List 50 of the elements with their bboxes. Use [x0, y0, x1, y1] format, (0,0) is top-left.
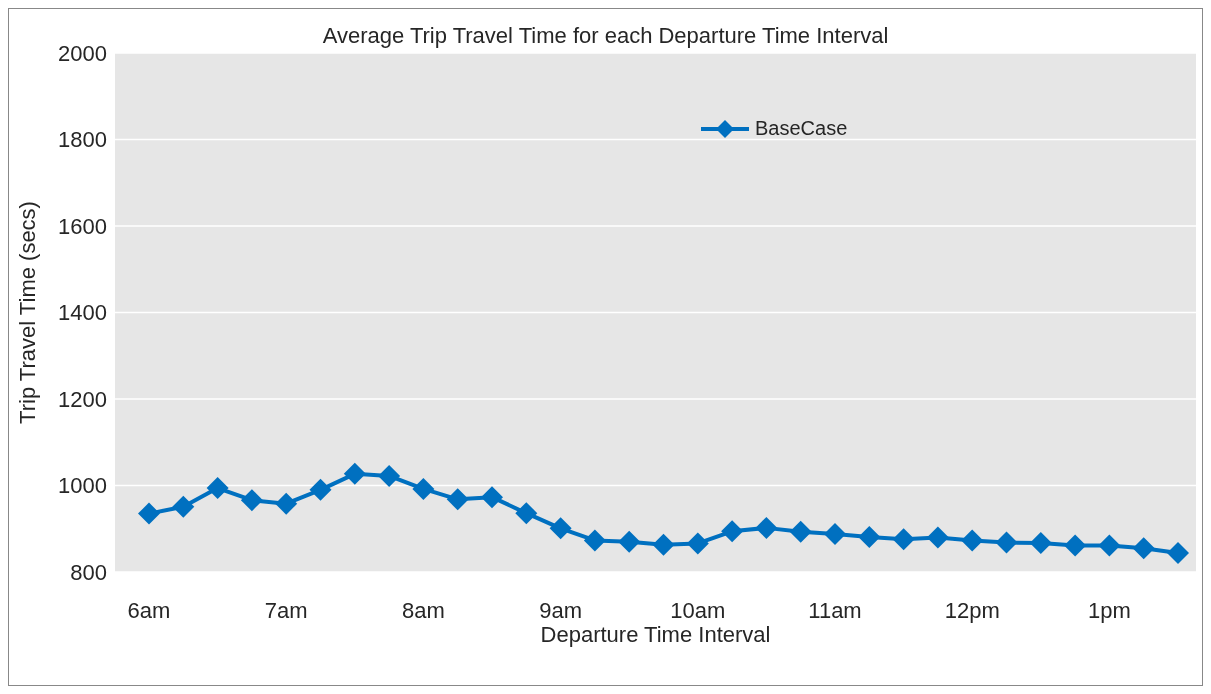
point [515, 502, 538, 525]
point [481, 486, 503, 509]
point [789, 520, 812, 543]
point [412, 477, 435, 500]
point [138, 502, 160, 525]
point [961, 529, 984, 552]
point [652, 533, 675, 556]
y-axis-title: Trip Travel Time (secs) [14, 201, 40, 424]
point [721, 520, 744, 543]
x-axis-title: Departure Time Interval [540, 622, 771, 647]
x-tick-label: 8am [402, 597, 445, 623]
x-tick-label: 1pm [1088, 597, 1131, 623]
point [1167, 541, 1189, 564]
y-tick-label: 800 [70, 559, 107, 585]
point [995, 531, 1018, 554]
point [858, 525, 881, 548]
point [892, 528, 915, 551]
point [172, 495, 195, 518]
y-tick-label: 1400 [58, 300, 107, 326]
x-tick-label: 9am [539, 597, 582, 623]
x-tick-label: 10am [670, 597, 726, 623]
point [343, 462, 366, 485]
point [549, 517, 572, 540]
point [1064, 534, 1087, 557]
point [824, 522, 846, 545]
y-tick-label: 1000 [58, 473, 107, 499]
x-tick-label: 12pm [944, 597, 1000, 623]
x-tick-label: 7am [264, 597, 308, 623]
legend-label: BaseCase [755, 117, 848, 140]
point [1098, 534, 1121, 557]
point [240, 489, 263, 512]
point [446, 488, 469, 511]
x-tick-label: 11am [808, 597, 862, 623]
point [1132, 537, 1155, 560]
chart-title: Average Trip Travel Time for each Departure Time Interval [322, 23, 889, 48]
x-tick-label: 6am [127, 597, 171, 623]
point [686, 532, 709, 555]
y-tick-label: 1600 [58, 213, 107, 239]
point [926, 526, 949, 549]
y-tick-label: 1800 [58, 127, 107, 153]
point [206, 477, 229, 500]
point [275, 492, 298, 515]
point [1029, 532, 1052, 555]
y-tick-label: 2000 [58, 40, 107, 66]
point [378, 464, 401, 487]
point [755, 516, 778, 539]
y-tick-label: 1200 [58, 386, 107, 412]
point [618, 530, 641, 553]
point [309, 478, 332, 501]
point [583, 529, 606, 552]
